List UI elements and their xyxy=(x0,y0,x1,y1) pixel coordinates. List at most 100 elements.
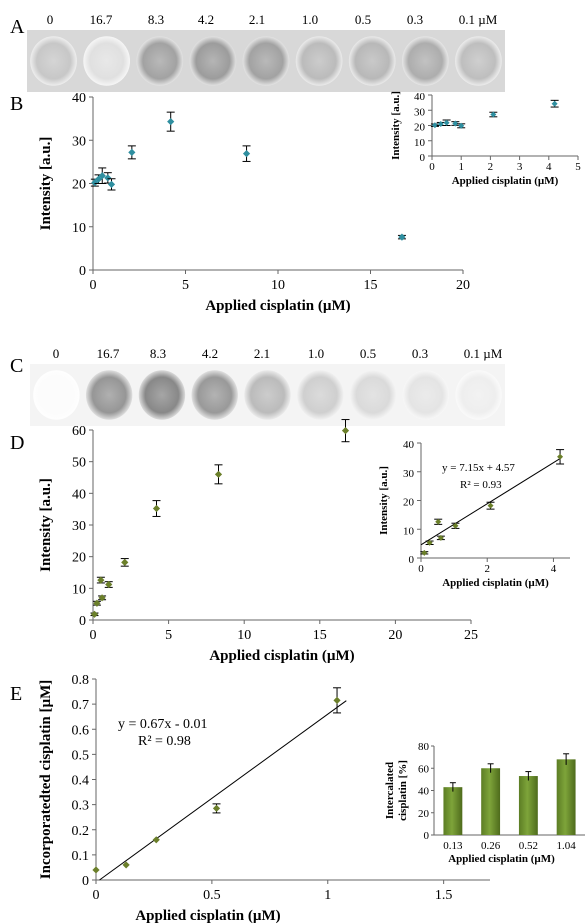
y-tick-label: 40 xyxy=(72,487,86,502)
panel-letter-a: A xyxy=(10,16,25,38)
y-tick-label: 40 xyxy=(418,786,430,798)
x-tick-label: 20 xyxy=(388,628,402,643)
data-point xyxy=(452,120,459,127)
y-tick-label: 40 xyxy=(72,91,86,106)
y-axis-label: Incorporatedted cisplatin [µM] xyxy=(38,680,54,879)
x-tick-label: 0 xyxy=(93,888,100,903)
y-axis-label: cisplatin [%] xyxy=(397,760,409,821)
data-point xyxy=(437,120,444,127)
y-tick-label: 20 xyxy=(403,497,415,509)
data-point xyxy=(341,427,350,435)
spot xyxy=(295,36,343,86)
x-tick-label: 0 xyxy=(90,278,97,293)
fit-annotation: y = 7.15x + 4.57 xyxy=(442,462,515,474)
dose-label: 0 xyxy=(46,12,54,27)
x-tick-label: 0 xyxy=(429,161,435,173)
y-tick-label: 10 xyxy=(72,221,86,236)
y-tick-label: 10 xyxy=(403,525,415,537)
data-point xyxy=(121,558,129,566)
dose-label: 16.7 xyxy=(89,12,113,27)
y-tick-label: 20 xyxy=(418,808,430,820)
y-tick-label: 0.4 xyxy=(72,774,90,789)
bar xyxy=(481,768,501,835)
x-tick-label: 0.26 xyxy=(481,840,501,852)
data-point xyxy=(398,233,406,241)
y-tick-label: 30 xyxy=(72,519,86,534)
spot-strip-c xyxy=(30,364,505,426)
y-tick-label: 60 xyxy=(72,424,86,439)
spot xyxy=(455,370,502,420)
data-point xyxy=(98,172,106,180)
x-axis-label: Applied cisplatin (µM) xyxy=(448,853,555,865)
data-point xyxy=(167,118,175,126)
y-tick-label: 0 xyxy=(79,264,86,279)
y-tick-label: 40 xyxy=(403,439,415,451)
x-tick-label: 5 xyxy=(575,161,581,173)
x-tick-label: 5 xyxy=(165,628,172,643)
x-tick-label: 2 xyxy=(488,161,494,173)
data-point xyxy=(93,599,101,607)
dose-label: 2.1 xyxy=(248,12,266,27)
y-axis-label: Intensity [a.u.] xyxy=(38,478,54,572)
y-tick-label: 30 xyxy=(72,134,86,149)
data-point xyxy=(458,122,465,129)
y-axis-label: Intensity [a.u.] xyxy=(38,137,54,231)
fit-annotation: y = 0.67x - 0.01 xyxy=(118,717,208,732)
spot xyxy=(189,36,237,86)
spot xyxy=(138,370,186,420)
spot xyxy=(244,370,291,420)
x-tick-label: 5 xyxy=(182,278,189,293)
x-tick-label: 1.5 xyxy=(435,888,453,903)
dose-label: 0.3 xyxy=(411,346,429,361)
data-point xyxy=(490,111,497,118)
bar xyxy=(443,787,463,835)
spot xyxy=(33,370,80,420)
dose-label: 0.5 xyxy=(359,346,377,361)
x-tick-label: 10 xyxy=(271,278,285,293)
spot xyxy=(85,370,133,420)
data-point xyxy=(452,522,459,529)
dose-label: 8.3 xyxy=(149,346,167,361)
dose-label: 16.7 xyxy=(96,346,120,361)
data-point xyxy=(435,518,442,525)
dose-label: 0.1 µM xyxy=(463,346,503,361)
data-point xyxy=(212,804,221,812)
x-tick-label: 25 xyxy=(464,628,478,643)
spot xyxy=(83,36,131,86)
dose-label: 4.2 xyxy=(201,346,219,361)
x-axis-label: Applied cisplatin (µM) xyxy=(442,577,549,589)
data-point xyxy=(443,119,450,126)
spot xyxy=(297,370,344,420)
data-point xyxy=(152,836,160,844)
dose-label: 4.2 xyxy=(197,12,215,27)
data-point xyxy=(128,148,136,156)
y-tick-label: 0.3 xyxy=(72,799,90,814)
panel-letter-e: E xyxy=(10,683,23,705)
y-tick-label: 0.5 xyxy=(72,748,90,763)
y-axis-label: Intensity [a.u.] xyxy=(378,466,390,535)
data-point xyxy=(104,174,112,182)
y-tick-label: 20 xyxy=(414,122,426,134)
spot-strip-a xyxy=(27,30,505,92)
data-point xyxy=(487,502,494,509)
x-tick-label: 1 xyxy=(324,888,331,903)
y-tick-label: 60 xyxy=(418,763,430,775)
dose-label: 8.3 xyxy=(147,12,165,27)
y-tick-label: 0.2 xyxy=(72,824,90,839)
x-tick-label: 1 xyxy=(458,161,464,173)
x-tick-label: 0.5 xyxy=(203,888,221,903)
y-tick-label: 80 xyxy=(418,741,430,753)
y-tick-label: 0.7 xyxy=(72,698,90,713)
y-tick-label: 10 xyxy=(72,582,86,597)
y-tick-label: 0 xyxy=(82,874,89,889)
panel-letter-b: B xyxy=(10,93,24,115)
y-tick-label: 20 xyxy=(72,178,86,193)
data-point xyxy=(90,610,99,618)
y-tick-label: 0.8 xyxy=(72,673,90,688)
spot xyxy=(402,370,450,420)
x-tick-label: 10 xyxy=(237,628,251,643)
data-point xyxy=(98,594,106,602)
panel-letter-c: C xyxy=(10,355,24,377)
